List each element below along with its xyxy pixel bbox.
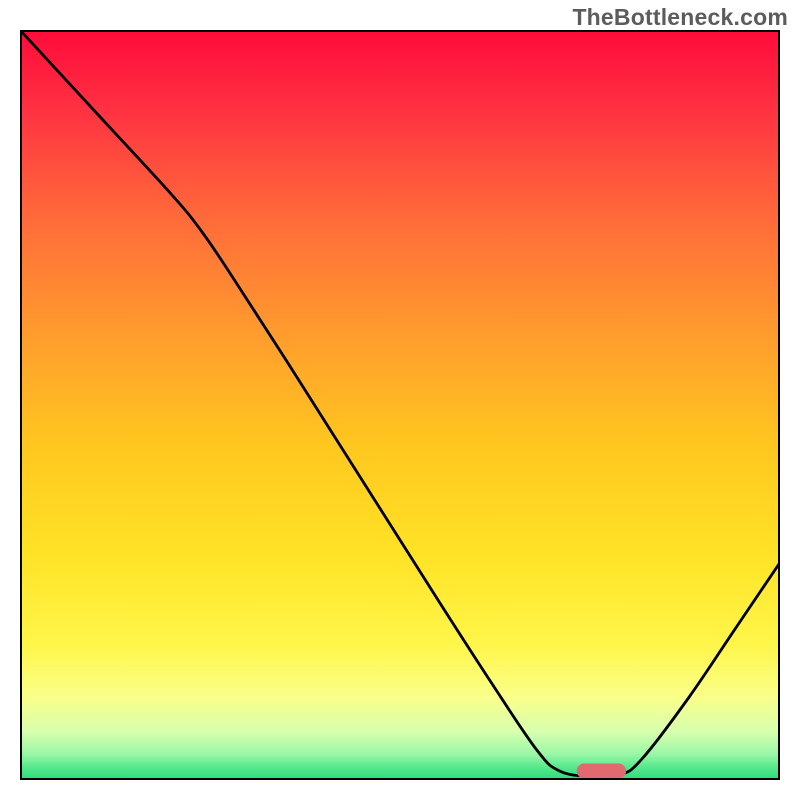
bottleneck-chart <box>20 30 780 780</box>
optimal-marker <box>577 764 626 779</box>
chart-svg <box>20 30 780 780</box>
chart-container: TheBottleneck.com <box>0 0 800 800</box>
chart-background <box>20 30 780 780</box>
watermark-text: TheBottleneck.com <box>572 4 788 31</box>
